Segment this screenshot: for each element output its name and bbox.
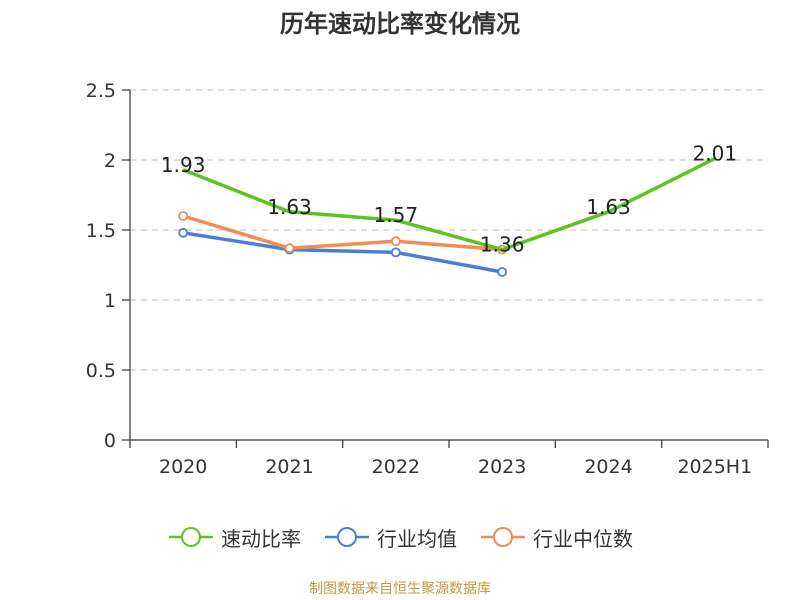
y-tick-label: 1 [104, 290, 116, 312]
series-line [182, 214, 503, 252]
data-point [390, 247, 401, 258]
legend: 速动比率 行业均值 行业中位数 [0, 520, 800, 554]
data-label: 1.63 [267, 195, 312, 219]
legend-marker [337, 527, 357, 547]
data-point [390, 236, 401, 247]
source-note: 制图数据来自恒生聚源数据库 [309, 581, 491, 597]
legend-label: 行业均值 [377, 526, 457, 551]
legend-label: 行业中位数 [533, 526, 633, 551]
x-tick-label: 2020 [159, 456, 207, 478]
y-tick-label: 0.5 [86, 360, 116, 382]
legend-swatch [481, 527, 525, 547]
data-label: 1.57 [374, 203, 419, 227]
x-tick-label: 2024 [584, 456, 632, 478]
chart-title: 历年速动比率变化情况 [280, 10, 520, 38]
legend-marker [181, 527, 201, 547]
data-label: 1.93 [161, 153, 206, 177]
data-point [497, 267, 508, 277]
y-tick-label: 1.5 [86, 220, 116, 242]
data-point [284, 243, 295, 254]
x-tick-label: 2022 [372, 456, 420, 478]
x-tick-label: 2023 [478, 456, 526, 478]
legend-label: 速动比率 [221, 526, 301, 551]
data-point [178, 211, 189, 221]
series-line [182, 231, 503, 274]
data-point [178, 227, 189, 238]
data-label: 1.36 [480, 233, 525, 257]
x-tick-label: 2021 [265, 456, 313, 478]
x-tick-label: 2025H1 [677, 456, 752, 478]
y-tick-label: 2.5 [86, 80, 116, 102]
y-tick-label: 0 [104, 430, 116, 452]
legend-item[interactable]: 速动比率 [167, 523, 301, 552]
legend-item[interactable]: 行业中位数 [479, 523, 633, 552]
legend-item[interactable]: 行业均值 [323, 523, 457, 552]
y-tick-label: 2 [104, 150, 116, 172]
data-label: 2.01 [693, 142, 738, 166]
legend-swatch [169, 527, 213, 547]
legend-marker [493, 527, 513, 547]
legend-swatch [325, 527, 369, 547]
data-label: 1.63 [586, 195, 631, 219]
series-line [182, 157, 716, 252]
